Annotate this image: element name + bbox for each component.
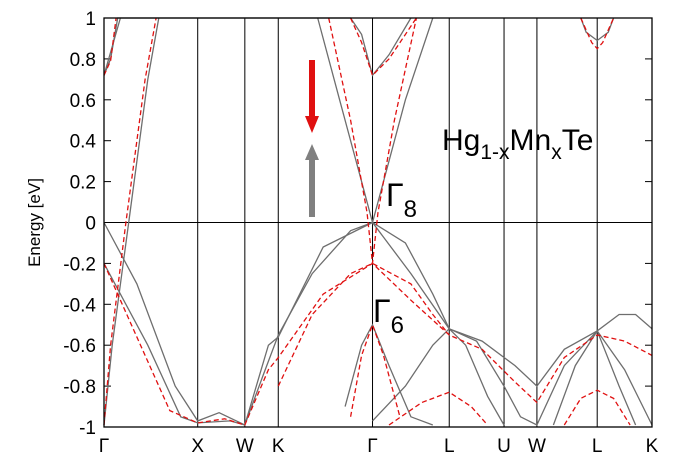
spin-up-band xyxy=(344,323,434,426)
y-axis-label: Energy [eV] xyxy=(25,178,44,267)
spin-down-band xyxy=(350,17,417,77)
gamma6-base: Γ xyxy=(373,293,391,329)
y-tick-label: -0.4 xyxy=(63,295,96,316)
y-tick-label: 1 xyxy=(85,9,96,30)
spin-up-band xyxy=(103,221,653,426)
spin-down-band xyxy=(563,389,631,426)
x-tick-label: W xyxy=(528,436,546,457)
compound-sub-1: 1-x xyxy=(480,141,510,164)
spin-down-band xyxy=(103,262,653,426)
y-tick-label: 0.8 xyxy=(70,50,96,71)
y-tick-label: -0.6 xyxy=(63,336,96,357)
spin-down-band xyxy=(103,17,157,426)
y-tick-label: 0.4 xyxy=(70,132,97,153)
gamma8-sub: 8 xyxy=(404,196,417,223)
x-tick-label: L xyxy=(444,436,455,457)
compound-base-2: Mn xyxy=(510,124,552,157)
spin-down-band xyxy=(277,262,450,387)
y-tick-label: -0.2 xyxy=(63,254,96,275)
gamma6-label: Γ6 xyxy=(373,293,404,339)
spin-up-band xyxy=(552,329,637,426)
band-curves xyxy=(103,17,653,426)
plot-frame xyxy=(103,17,653,428)
spin-down-band xyxy=(580,17,615,50)
gamma8-base: Γ xyxy=(386,177,404,213)
spin-up-arrow-head xyxy=(305,144,319,160)
gamma8-label: Γ8 xyxy=(386,177,417,223)
spin-down-arrow-head xyxy=(305,116,319,133)
x-tick-label: U xyxy=(497,436,511,457)
y-tick-label: 0 xyxy=(85,214,96,235)
spin-up-band xyxy=(103,221,653,426)
x-tick-label: K xyxy=(272,436,285,457)
y-tick-label: -1 xyxy=(79,418,96,439)
compound-base-3: Te xyxy=(562,124,594,157)
compound-base-1: Hg xyxy=(442,124,480,157)
spin-arrows xyxy=(305,60,319,217)
compound-sub-2: x xyxy=(551,141,562,164)
spin-down-band xyxy=(103,17,117,76)
spin-up-band xyxy=(103,17,160,426)
y-tick-label: 0.2 xyxy=(70,173,96,194)
spin-down-band xyxy=(388,391,489,426)
spin-up-band xyxy=(317,17,434,226)
x-tick-label: L xyxy=(592,436,603,457)
spin-up-band xyxy=(372,327,505,426)
compound-label: Hg1-xMnxTe xyxy=(442,124,593,164)
spin-down-band xyxy=(349,322,401,417)
x-tick-label: Γ xyxy=(367,436,377,457)
y-tick-label: -0.8 xyxy=(63,377,96,398)
x-tick-label: Γ xyxy=(99,436,109,457)
x-tick-label: K xyxy=(646,436,659,457)
gamma6-sub: 6 xyxy=(391,312,404,339)
spin-up-band xyxy=(103,17,122,76)
y-axis-ticks: 1 0.8 0.6 0.4 0.2 0 -0.2 -0.4 -0.6 -0.8 -1 xyxy=(63,9,652,439)
y-tick-label: 0.6 xyxy=(70,91,96,112)
x-tick-label: W xyxy=(236,436,254,457)
x-tick-label: X xyxy=(191,436,204,457)
